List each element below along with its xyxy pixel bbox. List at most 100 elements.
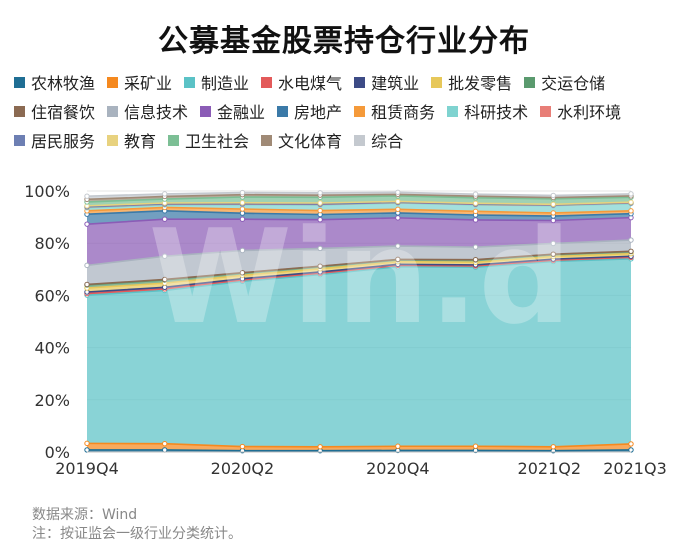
- data-point[interactable]: [550, 240, 556, 247]
- legend-swatch: [168, 134, 180, 146]
- legend-label: 制造业: [201, 74, 250, 93]
- data-point[interactable]: [317, 263, 323, 269]
- data-source-text: 数据来源：Wind: [32, 507, 138, 523]
- data-point[interactable]: [162, 253, 168, 259]
- data-point[interactable]: [317, 207, 323, 214]
- data-point[interactable]: [472, 191, 479, 197]
- legend-item[interactable]: 房地产: [277, 99, 342, 123]
- data-point[interactable]: [550, 251, 556, 257]
- legend-label: 采矿业: [124, 74, 173, 93]
- legend-item[interactable]: 建筑业: [354, 70, 419, 94]
- data-point[interactable]: [628, 248, 634, 254]
- data-point[interactable]: [472, 200, 479, 206]
- legend-item[interactable]: 水利环境: [540, 99, 621, 123]
- y-tick-label: 40%: [34, 339, 70, 358]
- legend-item[interactable]: 居民服务: [14, 128, 95, 152]
- data-point[interactable]: [628, 447, 634, 453]
- area-series[interactable]: [87, 194, 631, 202]
- data-point[interactable]: [239, 247, 246, 254]
- data-point[interactable]: [317, 190, 323, 196]
- data-point[interactable]: [628, 441, 634, 447]
- data-point[interactable]: [84, 281, 90, 288]
- data-point[interactable]: [628, 191, 634, 197]
- data-point[interactable]: [162, 191, 168, 197]
- data-point[interactable]: [472, 244, 479, 250]
- legend-item[interactable]: 批发零售: [431, 70, 512, 94]
- legend-item[interactable]: 金融业: [200, 99, 265, 123]
- area-series[interactable]: [87, 207, 631, 217]
- legend-swatch: [107, 76, 119, 88]
- data-point[interactable]: [395, 198, 401, 205]
- legend-swatch: [14, 76, 25, 88]
- data-point[interactable]: [395, 189, 401, 196]
- data-point[interactable]: [162, 276, 168, 283]
- data-point[interactable]: [628, 237, 634, 243]
- data-point[interactable]: [472, 443, 479, 449]
- legend-label: 水电煤气: [278, 74, 343, 93]
- data-point[interactable]: [550, 444, 556, 450]
- data-point[interactable]: [395, 256, 401, 263]
- data-point[interactable]: [395, 206, 401, 212]
- legend-swatch: [354, 134, 366, 146]
- data-point[interactable]: [550, 210, 556, 216]
- legend-item[interactable]: 采矿业: [107, 70, 172, 94]
- data-point[interactable]: [472, 256, 479, 263]
- data-point[interactable]: [550, 192, 556, 199]
- data-point[interactable]: [472, 217, 479, 223]
- data-point[interactable]: [395, 215, 401, 221]
- series-line: [86, 210, 632, 217]
- x-tick-label: 2021Q2: [518, 459, 582, 478]
- legend-item[interactable]: 卫生社会: [168, 128, 249, 152]
- area-series[interactable]: [87, 258, 631, 447]
- x-axis: 2019Q4 2020Q2 2020Q4 2021Q2 2021Q3: [55, 451, 667, 478]
- legend-item[interactable]: 农林牧渔: [14, 70, 95, 94]
- data-point[interactable]: [317, 200, 323, 206]
- legend-swatch: [277, 105, 289, 117]
- data-point[interactable]: [239, 189, 246, 196]
- legend-item[interactable]: 综合: [354, 128, 403, 152]
- data-point[interactable]: [162, 447, 168, 453]
- area-series[interactable]: [87, 210, 631, 225]
- legend-item[interactable]: 文化体育: [261, 128, 342, 152]
- data-point[interactable]: [84, 440, 90, 447]
- legend-item[interactable]: 住宿餐饮: [14, 99, 95, 123]
- data-point[interactable]: [628, 208, 634, 214]
- series-line: [86, 255, 632, 293]
- data-point[interactable]: [395, 443, 401, 449]
- legend-swatch: [354, 76, 366, 88]
- data-point[interactable]: [317, 217, 323, 223]
- data-point[interactable]: [84, 193, 90, 199]
- data-point[interactable]: [317, 444, 323, 450]
- data-point[interactable]: [628, 199, 634, 205]
- data-point[interactable]: [550, 201, 556, 208]
- legend-swatch: [107, 134, 119, 146]
- legend-swatch: [261, 76, 273, 88]
- series-line: [86, 191, 632, 198]
- series-line: [86, 193, 632, 201]
- legend-item[interactable]: 教育: [107, 128, 156, 152]
- data-point[interactable]: [472, 208, 479, 215]
- legend-item[interactable]: 制造业: [184, 70, 249, 94]
- data-point[interactable]: [395, 243, 401, 249]
- data-point[interactable]: [239, 269, 246, 276]
- area-series[interactable]: [87, 192, 631, 200]
- legend-item[interactable]: 租赁商务: [354, 99, 435, 123]
- footnote-text: 注：按证监会一级行业分类统计。: [32, 526, 242, 542]
- data-point[interactable]: [84, 262, 90, 269]
- data-point[interactable]: [239, 216, 246, 222]
- legend-swatch: [200, 105, 212, 117]
- data-point[interactable]: [239, 200, 246, 206]
- area-series[interactable]: [87, 217, 631, 266]
- legend-item[interactable]: 信息技术: [107, 99, 188, 123]
- legend-item[interactable]: 交运仓储: [524, 70, 605, 94]
- x-tick-label: 2019Q4: [55, 459, 119, 478]
- data-point[interactable]: [162, 440, 168, 447]
- legend-label: 交运仓储: [541, 74, 606, 93]
- legend-item[interactable]: 水电煤气: [261, 70, 342, 94]
- legend-item[interactable]: 科研技术: [447, 99, 528, 123]
- data-point[interactable]: [84, 221, 90, 227]
- data-point[interactable]: [317, 245, 323, 252]
- data-point[interactable]: [84, 447, 90, 453]
- data-point[interactable]: [239, 443, 246, 450]
- data-point[interactable]: [162, 216, 168, 222]
